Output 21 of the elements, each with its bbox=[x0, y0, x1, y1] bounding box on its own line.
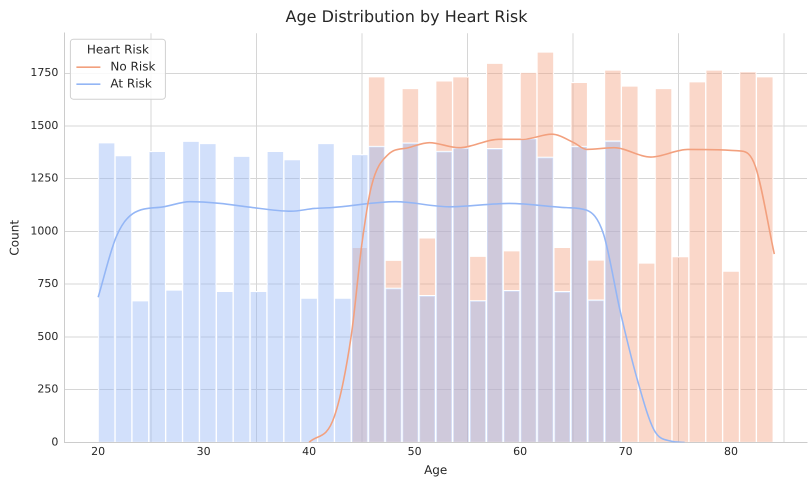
y-tick-label: 1250 bbox=[30, 172, 58, 185]
y-tick-label: 1750 bbox=[30, 66, 58, 80]
x-tick-label: 30 bbox=[196, 444, 211, 458]
y-tick-label: 1000 bbox=[30, 224, 58, 238]
y-tick-label: 1500 bbox=[30, 118, 58, 132]
x-tick-label: 70 bbox=[618, 444, 633, 458]
y-axis-title: Count bbox=[7, 220, 22, 256]
y-tick-label: 250 bbox=[37, 382, 58, 396]
chart-title: Age Distribution by Heart Risk bbox=[286, 6, 528, 26]
x-tick-label: 60 bbox=[513, 444, 528, 458]
y-tick-label: 0 bbox=[51, 435, 58, 448]
x-tick-label: 50 bbox=[408, 444, 422, 458]
y-tick-label: 500 bbox=[37, 330, 58, 343]
y-tick-label: 750 bbox=[37, 277, 58, 290]
legend-label: No Risk bbox=[110, 59, 156, 74]
legend-label: At Risk bbox=[110, 76, 152, 90]
x-tick-label: 80 bbox=[724, 444, 738, 458]
x-axis-title: Age bbox=[424, 462, 448, 477]
x-tick-label: 20 bbox=[91, 444, 106, 458]
x-tick-label: 40 bbox=[302, 444, 316, 458]
legend-title: Heart Risk bbox=[86, 42, 149, 56]
